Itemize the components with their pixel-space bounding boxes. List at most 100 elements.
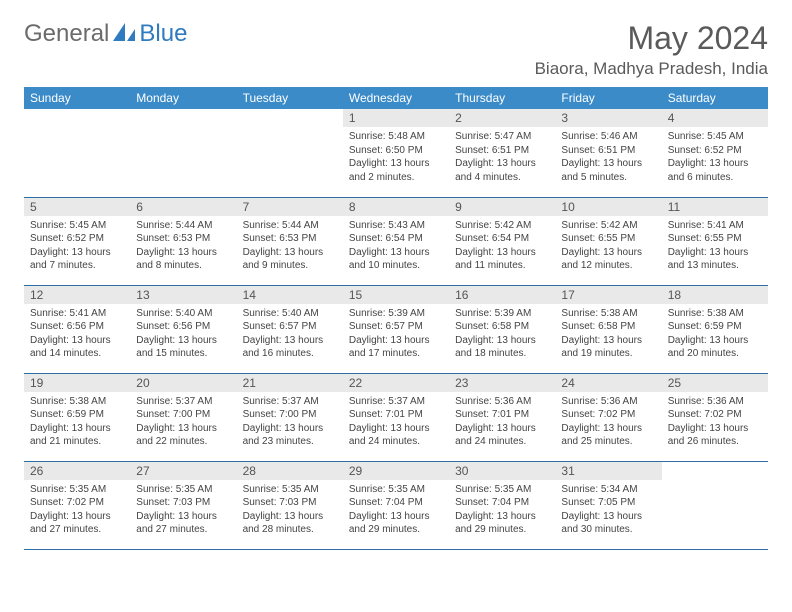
calendar-cell: 11Sunrise: 5:41 AMSunset: 6:55 PMDayligh… — [662, 197, 768, 285]
calendar-cell: 2Sunrise: 5:47 AMSunset: 6:51 PMDaylight… — [449, 109, 555, 197]
calendar-cell: 30Sunrise: 5:35 AMSunset: 7:04 PMDayligh… — [449, 461, 555, 549]
sunrise-line: Sunrise: 5:42 AM — [561, 219, 655, 233]
sunrise-line: Sunrise: 5:35 AM — [349, 483, 443, 497]
calendar-cell: 17Sunrise: 5:38 AMSunset: 6:58 PMDayligh… — [555, 285, 661, 373]
calendar-cell: 15Sunrise: 5:39 AMSunset: 6:57 PMDayligh… — [343, 285, 449, 373]
sunrise-line: Sunrise: 5:36 AM — [455, 395, 549, 409]
day-details: Sunrise: 5:34 AMSunset: 7:05 PMDaylight:… — [555, 480, 661, 541]
daylight-line: Daylight: 13 hours and 30 minutes. — [561, 510, 655, 537]
day-number: 15 — [343, 286, 449, 304]
daylight-line: Daylight: 13 hours and 28 minutes. — [243, 510, 337, 537]
day-details: Sunrise: 5:44 AMSunset: 6:53 PMDaylight:… — [130, 216, 236, 277]
day-details: Sunrise: 5:44 AMSunset: 6:53 PMDaylight:… — [237, 216, 343, 277]
sunrise-line: Sunrise: 5:36 AM — [668, 395, 762, 409]
sunrise-line: Sunrise: 5:45 AM — [30, 219, 124, 233]
daylight-line: Daylight: 13 hours and 10 minutes. — [349, 246, 443, 273]
day-number: 1 — [343, 109, 449, 127]
day-header: Tuesday — [237, 87, 343, 109]
day-details: Sunrise: 5:39 AMSunset: 6:58 PMDaylight:… — [449, 304, 555, 365]
sunset-line: Sunset: 6:51 PM — [561, 144, 655, 158]
day-number: 5 — [24, 198, 130, 216]
daylight-line: Daylight: 13 hours and 8 minutes. — [136, 246, 230, 273]
day-details: Sunrise: 5:41 AMSunset: 6:55 PMDaylight:… — [662, 216, 768, 277]
sunset-line: Sunset: 6:58 PM — [561, 320, 655, 334]
calendar-cell — [237, 109, 343, 197]
day-details: Sunrise: 5:38 AMSunset: 6:58 PMDaylight:… — [555, 304, 661, 365]
daylight-line: Daylight: 13 hours and 21 minutes. — [30, 422, 124, 449]
sunrise-line: Sunrise: 5:40 AM — [136, 307, 230, 321]
calendar-cell: 20Sunrise: 5:37 AMSunset: 7:00 PMDayligh… — [130, 373, 236, 461]
sunrise-line: Sunrise: 5:43 AM — [349, 219, 443, 233]
day-details: Sunrise: 5:37 AMSunset: 7:01 PMDaylight:… — [343, 392, 449, 453]
day-number: 7 — [237, 198, 343, 216]
sunset-line: Sunset: 7:02 PM — [668, 408, 762, 422]
calendar-cell — [130, 109, 236, 197]
day-details: Sunrise: 5:35 AMSunset: 7:03 PMDaylight:… — [130, 480, 236, 541]
sunrise-line: Sunrise: 5:44 AM — [136, 219, 230, 233]
calendar-cell: 1Sunrise: 5:48 AMSunset: 6:50 PMDaylight… — [343, 109, 449, 197]
sunset-line: Sunset: 6:52 PM — [668, 144, 762, 158]
day-details: Sunrise: 5:38 AMSunset: 6:59 PMDaylight:… — [24, 392, 130, 453]
sunset-line: Sunset: 7:02 PM — [30, 496, 124, 510]
daylight-line: Daylight: 13 hours and 19 minutes. — [561, 334, 655, 361]
day-number: 19 — [24, 374, 130, 392]
sunrise-line: Sunrise: 5:39 AM — [349, 307, 443, 321]
day-details: Sunrise: 5:39 AMSunset: 6:57 PMDaylight:… — [343, 304, 449, 365]
day-number: 13 — [130, 286, 236, 304]
day-number: 30 — [449, 462, 555, 480]
location-subtitle: Biaora, Madhya Pradesh, India — [535, 59, 768, 79]
sunrise-line: Sunrise: 5:39 AM — [455, 307, 549, 321]
sunset-line: Sunset: 7:03 PM — [243, 496, 337, 510]
calendar-cell: 29Sunrise: 5:35 AMSunset: 7:04 PMDayligh… — [343, 461, 449, 549]
daylight-line: Daylight: 13 hours and 20 minutes. — [668, 334, 762, 361]
day-number: 27 — [130, 462, 236, 480]
calendar-week-row: 5Sunrise: 5:45 AMSunset: 6:52 PMDaylight… — [24, 197, 768, 285]
calendar-cell: 16Sunrise: 5:39 AMSunset: 6:58 PMDayligh… — [449, 285, 555, 373]
daylight-line: Daylight: 13 hours and 23 minutes. — [243, 422, 337, 449]
sunrise-line: Sunrise: 5:35 AM — [455, 483, 549, 497]
calendar-cell: 18Sunrise: 5:38 AMSunset: 6:59 PMDayligh… — [662, 285, 768, 373]
calendar-table: SundayMondayTuesdayWednesdayThursdayFrid… — [24, 87, 768, 550]
calendar-cell: 25Sunrise: 5:36 AMSunset: 7:02 PMDayligh… — [662, 373, 768, 461]
day-header-row: SundayMondayTuesdayWednesdayThursdayFrid… — [24, 87, 768, 109]
sunrise-line: Sunrise: 5:37 AM — [349, 395, 443, 409]
sunrise-line: Sunrise: 5:36 AM — [561, 395, 655, 409]
day-number: 6 — [130, 198, 236, 216]
sunrise-line: Sunrise: 5:45 AM — [668, 130, 762, 144]
calendar-cell: 5Sunrise: 5:45 AMSunset: 6:52 PMDaylight… — [24, 197, 130, 285]
sunrise-line: Sunrise: 5:38 AM — [561, 307, 655, 321]
day-details: Sunrise: 5:35 AMSunset: 7:04 PMDaylight:… — [343, 480, 449, 541]
day-number: 28 — [237, 462, 343, 480]
sunrise-line: Sunrise: 5:44 AM — [243, 219, 337, 233]
sunrise-line: Sunrise: 5:37 AM — [243, 395, 337, 409]
daylight-line: Daylight: 13 hours and 12 minutes. — [561, 246, 655, 273]
daylight-line: Daylight: 13 hours and 11 minutes. — [455, 246, 549, 273]
day-number: 11 — [662, 198, 768, 216]
calendar-cell: 10Sunrise: 5:42 AMSunset: 6:55 PMDayligh… — [555, 197, 661, 285]
daylight-line: Daylight: 13 hours and 25 minutes. — [561, 422, 655, 449]
day-number: 8 — [343, 198, 449, 216]
brand-part1: General — [24, 20, 109, 48]
day-details: Sunrise: 5:36 AMSunset: 7:01 PMDaylight:… — [449, 392, 555, 453]
day-header: Friday — [555, 87, 661, 109]
day-details: Sunrise: 5:35 AMSunset: 7:02 PMDaylight:… — [24, 480, 130, 541]
sunrise-line: Sunrise: 5:35 AM — [30, 483, 124, 497]
day-header: Sunday — [24, 87, 130, 109]
sunset-line: Sunset: 6:55 PM — [668, 232, 762, 246]
sail-icon — [111, 21, 137, 48]
day-number: 20 — [130, 374, 236, 392]
day-number: 2 — [449, 109, 555, 127]
day-details: Sunrise: 5:45 AMSunset: 6:52 PMDaylight:… — [662, 127, 768, 188]
sunset-line: Sunset: 6:59 PM — [668, 320, 762, 334]
calendar-cell: 13Sunrise: 5:40 AMSunset: 6:56 PMDayligh… — [130, 285, 236, 373]
daylight-line: Daylight: 13 hours and 22 minutes. — [136, 422, 230, 449]
daylight-line: Daylight: 13 hours and 4 minutes. — [455, 157, 549, 184]
sunset-line: Sunset: 7:00 PM — [136, 408, 230, 422]
calendar-cell: 14Sunrise: 5:40 AMSunset: 6:57 PMDayligh… — [237, 285, 343, 373]
daylight-line: Daylight: 13 hours and 29 minutes. — [455, 510, 549, 537]
day-number: 4 — [662, 109, 768, 127]
sunset-line: Sunset: 6:53 PM — [243, 232, 337, 246]
daylight-line: Daylight: 13 hours and 27 minutes. — [136, 510, 230, 537]
sunset-line: Sunset: 6:56 PM — [136, 320, 230, 334]
day-details: Sunrise: 5:41 AMSunset: 6:56 PMDaylight:… — [24, 304, 130, 365]
